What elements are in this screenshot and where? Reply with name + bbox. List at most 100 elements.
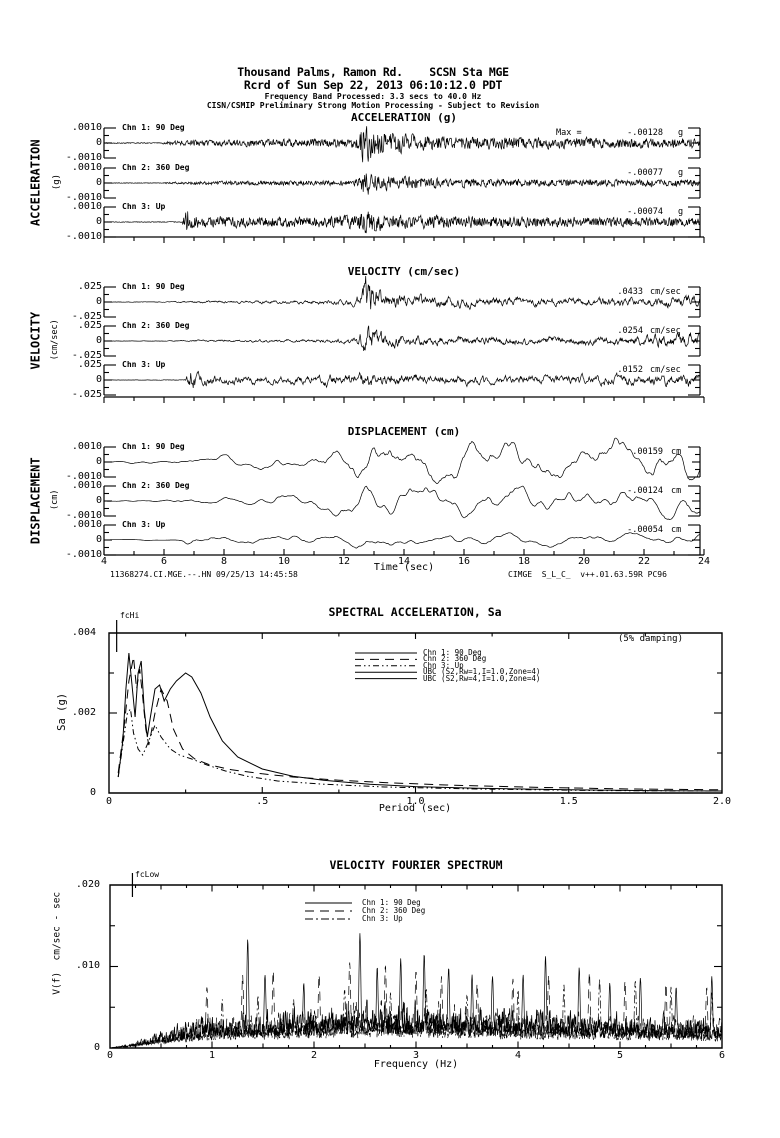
channel-label: Chn 2: 360 Deg: [122, 321, 190, 330]
time-tick-label: 20: [577, 556, 591, 567]
max-unit: cm/sec: [650, 365, 681, 375]
max-value: -.00128: [627, 128, 663, 138]
period-tick-label: 2.0: [712, 796, 732, 807]
max-prefix: Max =: [556, 128, 582, 138]
sa-tick-label: .004: [71, 627, 96, 638]
time-axis-label: Time (sec): [373, 562, 435, 573]
chart-frame: [108, 632, 723, 794]
legend-entry: Chn 3: Up: [362, 914, 403, 923]
max-value: .0152: [617, 365, 643, 375]
time-tick-label: 14: [397, 556, 411, 567]
time-tick-label: 8: [220, 556, 228, 567]
channel-label: Chn 3: Up: [122, 202, 166, 211]
amplitude-tick-label: 0: [95, 534, 102, 545]
fchi-marker-label: fcHi: [120, 611, 140, 620]
max-value: -.00054: [627, 525, 663, 535]
frequency-axis-label: Frequency (Hz): [373, 1059, 459, 1070]
legend-entry: UBC (S2,Rw=1,I=1.0,Zone=4): [423, 667, 541, 677]
channel-label: Chn 1: 90 Deg: [122, 282, 185, 291]
max-unit: g: [678, 168, 684, 178]
seismogram-trace: [104, 370, 701, 389]
max-value: .00159: [632, 447, 663, 457]
legend-entry: UBC (S2,Rw=4,I=1.0,Zone=4): [423, 673, 541, 683]
legend-entry: Chn 2: 360 Deg: [423, 654, 487, 664]
max-value: -.00074: [627, 207, 663, 217]
amplitude-tick-label: .0010: [71, 122, 102, 133]
sa-tick-label: .002: [71, 707, 96, 718]
seismogram-trace: [103, 126, 701, 163]
amplitude-tick-label: -.0010: [65, 549, 102, 560]
fourier-curve: [110, 978, 723, 1049]
legend-entry: Chn 1: 90 Deg: [423, 648, 482, 657]
max-unit: cm/sec: [650, 326, 681, 336]
processing-note: CISN/CSMIP Preliminary Strong Motion Pro…: [206, 101, 540, 110]
fourier-title: VELOCITY FOURIER SPECTRUM: [329, 858, 503, 872]
record-id-footer: 11368274.CI.MGE.--.HN 09/25/13 14:45:58: [110, 570, 298, 579]
seismogram-trace: [104, 275, 701, 311]
seismogram-trace: [103, 211, 701, 234]
freq-tick-label: 1: [208, 1050, 216, 1061]
legend-entry: Chn 1: 90 Deg: [362, 898, 421, 907]
freq-tick-label: 2: [310, 1050, 318, 1061]
seismogram-trace: [104, 532, 701, 549]
max-value: .0433: [617, 287, 643, 297]
seismogram-trace: [103, 173, 701, 195]
damping-note: (5% damping): [617, 634, 683, 644]
amplitude-tick-label: 0: [95, 137, 102, 148]
frequency-band-note: Frequency Band Processed: 3.3 secs to 40…: [264, 92, 482, 101]
amplitude-tick-label: -.025: [71, 311, 102, 322]
amplitude-tick-label: 0: [95, 296, 102, 307]
amplitude-tick-label: 0: [95, 374, 102, 385]
amplitude-tick-label: .0010: [71, 441, 102, 452]
time-tick-label: 4: [100, 556, 108, 567]
channel-label: Chn 1: 90 Deg: [122, 123, 185, 132]
period-tick-label: .5: [256, 796, 269, 807]
amplitude-tick-label: 0: [95, 216, 102, 227]
freq-tick-label: 5: [616, 1050, 624, 1061]
amplitude-tick-label: -.025: [71, 389, 102, 400]
amplitude-tick-label: -.0010: [65, 471, 102, 482]
time-tick-label: 24: [697, 556, 711, 567]
time-tick-label: 22: [637, 556, 651, 567]
max-unit: cm: [671, 525, 682, 535]
acceleration-panel-title: ACCELERATION (g): [351, 111, 457, 124]
max-unit: cm: [671, 486, 682, 496]
amplitude-tick-label: .025: [77, 281, 102, 292]
amplitude-tick-label: 0: [95, 335, 102, 346]
time-tick-label: 12: [337, 556, 351, 567]
spectral-curve: [117, 656, 723, 791]
max-value: -.00077: [627, 168, 663, 178]
channel-label: Chn 3: Up: [122, 520, 166, 529]
amplitude-tick-label: -.0010: [65, 192, 102, 203]
period-tick-label: 1.5: [559, 796, 578, 807]
amplitude-tick-label: -.025: [71, 350, 102, 361]
seismogram-trace: [103, 485, 701, 521]
processing-version-footer: CIMGE S_L_C_ v++.01.63.59R PC96: [508, 570, 667, 579]
spectral-title: SPECTRAL ACCELERATION, Sa: [328, 605, 502, 619]
station-title: Thousand Palms, Ramon Rd. SCSN Sta MGE: [237, 65, 509, 79]
amplitude-tick-label: 0: [95, 177, 102, 188]
sa-tick-label: 0: [89, 787, 96, 798]
vf-tick-label: .010: [75, 960, 100, 971]
amplitude-tick-label: 0: [95, 495, 102, 506]
time-tick-label: 6: [160, 556, 168, 567]
record-date: Rcrd of Sun Sep 22, 2013 06:10:12.0 PDT: [243, 78, 503, 92]
fclow-marker-label: fcLow: [135, 870, 160, 879]
period-axis-label: Period (sec): [378, 803, 452, 814]
time-tick-label: 16: [457, 556, 471, 567]
freq-tick-label: 4: [514, 1050, 522, 1061]
max-unit: cm/sec: [650, 287, 681, 297]
spectral-curve: [117, 652, 723, 792]
vf-tick-label: .020: [75, 879, 100, 890]
amplitude-tick-label: -.0010: [65, 510, 102, 521]
fourier-curve: [110, 962, 723, 1049]
max-unit: g: [678, 207, 684, 217]
amplitude-tick-label: -.0010: [65, 231, 102, 242]
legend-entry: Chn 3: Up: [423, 660, 464, 670]
time-tick-label: 18: [517, 556, 531, 567]
velocity-panel-title: VELOCITY (cm/sec): [347, 265, 461, 278]
amplitude-tick-label: -.0010: [65, 152, 102, 163]
displacement-panel-title: DISPLACEMENT (cm): [347, 425, 461, 438]
